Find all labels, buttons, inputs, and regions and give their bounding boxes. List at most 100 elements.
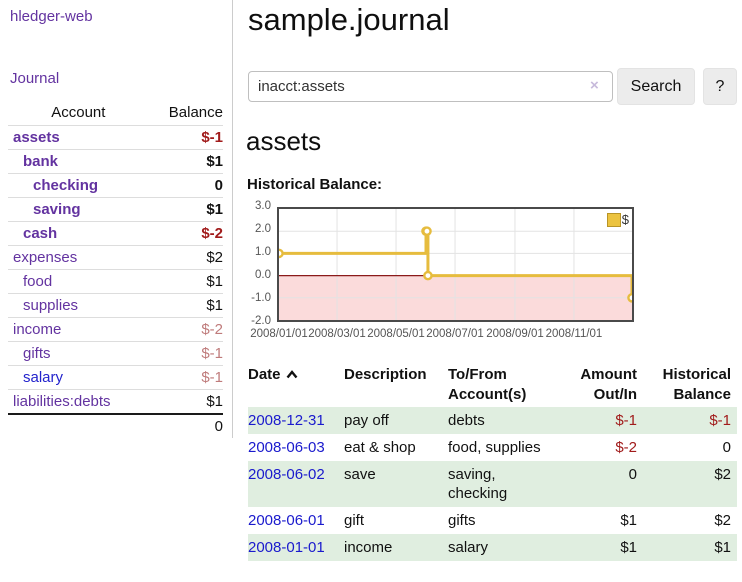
transaction-description: gift bbox=[344, 512, 365, 529]
transaction-balance: $1 bbox=[714, 539, 731, 556]
account-link[interactable]: saving bbox=[33, 201, 81, 218]
register-row: 2008-06-02 save saving, checking 0 $2 bbox=[248, 461, 737, 507]
page-title: sample.journal bbox=[248, 2, 450, 37]
account-row: salary $-1 bbox=[8, 365, 223, 390]
account-link[interactable]: gifts bbox=[23, 345, 51, 362]
accounts-table: Account Balance assets $-1 bank $1 checking 0… bbox=[8, 101, 223, 438]
account-balance: $-2 bbox=[148, 317, 223, 342]
account-balance: $1 bbox=[148, 293, 223, 318]
transaction-date-link[interactable]: 2008-06-01 bbox=[248, 512, 325, 529]
transaction-accounts: debts bbox=[448, 412, 485, 429]
register-col-account: To/From Account(s) bbox=[448, 366, 527, 403]
transaction-accounts: salary bbox=[448, 539, 489, 556]
transaction-accounts: saving, checking bbox=[448, 466, 508, 502]
account-balance: $-1 bbox=[148, 341, 223, 366]
account-row: gifts $-1 bbox=[8, 341, 223, 366]
transaction-amount: 0 bbox=[628, 466, 637, 483]
account-row: saving $1 bbox=[8, 197, 223, 222]
register-row: 2008-06-01 gift gifts $1 $2 bbox=[248, 507, 737, 534]
transaction-amount: $1 bbox=[620, 512, 637, 529]
transaction-date-link[interactable]: 2008-06-02 bbox=[248, 466, 325, 483]
chart-canvas bbox=[279, 209, 632, 320]
register-col-description: Description bbox=[344, 366, 427, 383]
account-row: cash $-2 bbox=[8, 221, 223, 246]
transaction-balance: $2 bbox=[714, 466, 731, 483]
account-row: expenses $2 bbox=[8, 245, 223, 270]
transaction-accounts: gifts bbox=[448, 512, 476, 529]
accounts-total-value: 0 bbox=[148, 413, 223, 438]
register-col-amount: Amount Out/In bbox=[580, 366, 637, 403]
account-row: assets $-1 bbox=[8, 125, 223, 150]
account-row: liabilities:debts $1 bbox=[8, 389, 223, 414]
transaction-balance: $2 bbox=[714, 512, 731, 529]
x-tick-label: 2008/07/01 bbox=[426, 328, 484, 340]
account-link[interactable]: bank bbox=[23, 153, 59, 170]
account-link[interactable]: expenses bbox=[13, 249, 78, 266]
legend-swatch-icon bbox=[606, 212, 621, 227]
account-balance: $1 bbox=[148, 389, 223, 414]
accounts-col-account: Account bbox=[51, 104, 106, 121]
y-tick-label: 2.0 bbox=[255, 223, 271, 235]
register-row: 2008-12-31 pay off debts $-1 $-1 bbox=[248, 407, 737, 434]
account-balance: $-1 bbox=[148, 125, 223, 150]
account-balance: $-2 bbox=[148, 221, 223, 246]
account-balance: 0 bbox=[148, 173, 223, 198]
account-row: bank $1 bbox=[8, 149, 223, 174]
account-link[interactable]: checking bbox=[33, 177, 99, 194]
search-button[interactable]: Search bbox=[617, 68, 695, 105]
x-tick-label: 2008/09/01 bbox=[486, 328, 544, 340]
register-col-balance: Historical Balance bbox=[662, 366, 731, 403]
app-brand-link[interactable]: hledger-web bbox=[10, 8, 93, 25]
transaction-amount: $-2 bbox=[615, 439, 637, 456]
account-link[interactable]: cash bbox=[23, 225, 58, 242]
y-tick-label: -2.0 bbox=[251, 315, 271, 327]
account-balance: $1 bbox=[148, 149, 223, 174]
accounts-total-row: 0 bbox=[8, 413, 223, 438]
balance-chart: $ bbox=[277, 207, 634, 322]
chart-legend: $ bbox=[606, 212, 629, 227]
y-tick-label: 0.0 bbox=[255, 269, 271, 281]
search-input[interactable] bbox=[248, 71, 613, 102]
sidebar-item-journal[interactable]: Journal bbox=[10, 70, 60, 87]
transaction-date-link[interactable]: 2008-12-31 bbox=[248, 412, 325, 429]
account-link[interactable]: food bbox=[23, 273, 53, 290]
transaction-description: eat & shop bbox=[344, 439, 416, 456]
account-row: food $1 bbox=[8, 269, 223, 294]
x-tick-label: 2008/05/01 bbox=[367, 328, 425, 340]
transaction-description: income bbox=[344, 539, 393, 556]
x-tick-label: 2008/03/01 bbox=[308, 328, 366, 340]
y-tick-label: 1.0 bbox=[255, 246, 271, 258]
account-balance: $1 bbox=[148, 269, 223, 294]
legend-label: $ bbox=[621, 212, 629, 227]
chart-title: Historical Balance: bbox=[247, 176, 383, 193]
transaction-amount: $-1 bbox=[615, 412, 637, 429]
transaction-date-link[interactable]: 2008-01-01 bbox=[248, 539, 325, 556]
account-heading: assets bbox=[246, 126, 322, 156]
account-link[interactable]: supplies bbox=[23, 297, 79, 314]
account-row: checking 0 bbox=[8, 173, 223, 198]
account-balance: $2 bbox=[148, 245, 223, 270]
transaction-accounts: food, supplies bbox=[448, 439, 541, 456]
account-balance: $1 bbox=[148, 197, 223, 222]
register-row: 2008-01-01 income salary $1 $1 bbox=[248, 534, 737, 561]
account-link[interactable]: salary bbox=[23, 369, 64, 386]
chevron-up-icon bbox=[286, 370, 297, 379]
account-link[interactable]: assets bbox=[13, 129, 60, 146]
account-row: income $-2 bbox=[8, 317, 223, 342]
help-button[interactable]: ? bbox=[703, 68, 737, 105]
accounts-col-balance: Balance bbox=[168, 104, 223, 121]
transaction-balance: $-1 bbox=[709, 412, 731, 429]
account-link[interactable]: liabilities:debts bbox=[13, 393, 111, 410]
transaction-description: save bbox=[344, 466, 376, 483]
account-row: supplies $1 bbox=[8, 293, 223, 318]
register-col-date[interactable]: Date bbox=[248, 363, 344, 407]
transaction-date-link[interactable]: 2008-06-03 bbox=[248, 439, 325, 456]
sidebar: hledger-web Journal Account Balance asse… bbox=[0, 0, 233, 438]
clear-search-icon[interactable]: × bbox=[590, 77, 599, 94]
transaction-description: pay off bbox=[344, 412, 389, 429]
y-tick-label: 3.0 bbox=[255, 200, 271, 212]
x-tick-label: 2008/11/01 bbox=[545, 328, 603, 340]
register-table: Date Description To/From Account(s) Amou… bbox=[248, 363, 737, 561]
account-link[interactable]: income bbox=[13, 321, 62, 338]
transaction-balance: 0 bbox=[722, 439, 731, 456]
